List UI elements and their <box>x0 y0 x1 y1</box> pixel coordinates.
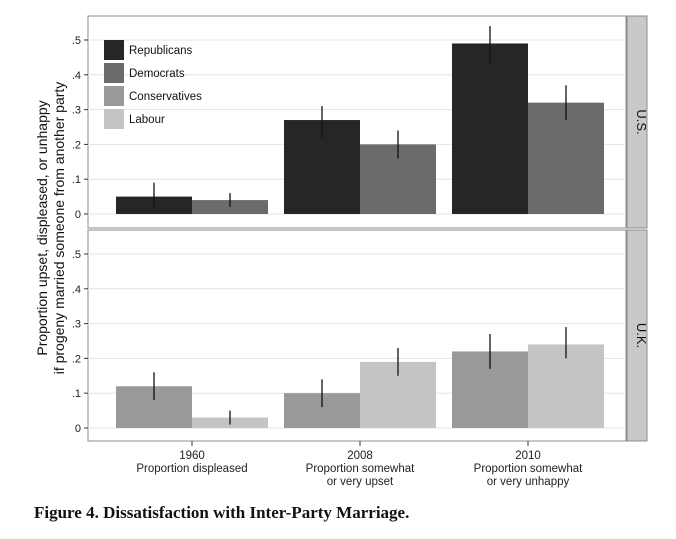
strip-label-uk: U.K. <box>634 323 649 348</box>
x-category-desc-2008-0: Proportion somewhat <box>306 463 415 475</box>
legend: Republicans Democrats Conservatives Labour <box>104 40 202 129</box>
legend-label-labour: Labour <box>129 114 165 126</box>
x-category-desc-2010-0: Proportion somewhat <box>474 463 583 475</box>
legend-label-democrats: Democrats <box>129 68 185 80</box>
y-axis-title-line1: Proportion upset, displeased, or unhappy <box>34 100 50 355</box>
y-tick-label: .1 <box>72 174 81 186</box>
y-tick-label: .4 <box>72 284 81 296</box>
y-tick-label: 0 <box>75 209 81 221</box>
strip-label-us: U.S. <box>634 109 649 134</box>
x-tick-label-2008: 2008 <box>347 450 373 462</box>
legend-swatch-democrats <box>104 63 124 83</box>
y-tick-label: .4 <box>72 70 81 82</box>
figure-chart: 0.1.2.3.4.5U.S.0.1.2.3.4.5U.K.1960Propor… <box>34 15 649 488</box>
x-tick-label-2010: 2010 <box>515 450 541 462</box>
panel-uk: 0 .1 .2 .3 .4 .5 U.K. <box>72 229 649 442</box>
y-tick-label: 0 <box>75 423 81 435</box>
legend-label-republicans: Republicans <box>129 45 193 57</box>
legend-swatch-labour <box>104 109 124 129</box>
bar-republicans-2010 <box>452 43 528 215</box>
strip-background <box>626 229 648 442</box>
bar-democrats-1960 <box>192 200 268 214</box>
legend-swatch-conservatives <box>104 86 124 106</box>
x-category-desc-2010-1: or very unhappy <box>487 476 570 488</box>
x-category-desc-1960-0: Proportion displeased <box>136 463 247 475</box>
x-category-desc-2008-1: or very upset <box>327 476 394 488</box>
bar-democrats-2010 <box>528 102 604 214</box>
figure-caption: Figure 4. Dissatisfaction with Inter-Par… <box>34 503 410 522</box>
y-tick-label: .3 <box>72 319 81 331</box>
y-tick-label: .5 <box>72 35 81 47</box>
panel-us: 0 .1 .2 .3 .4 .5 U.S. <box>72 15 649 229</box>
y-axis-title-line2: if progeny married someone from another … <box>51 82 67 375</box>
y-tick-label: .2 <box>72 353 81 365</box>
x-tick-label-1960: 1960 <box>179 450 205 462</box>
y-tick-label: .5 <box>72 249 81 261</box>
legend-label-conservatives: Conservatives <box>129 91 202 103</box>
y-tick-label: .2 <box>72 139 81 151</box>
legend-swatch-republicans <box>104 40 124 60</box>
y-tick-label: .3 <box>72 105 81 117</box>
y-tick-label: .1 <box>72 388 81 400</box>
bar-labour-2010 <box>528 344 604 428</box>
strip-background <box>626 15 648 229</box>
